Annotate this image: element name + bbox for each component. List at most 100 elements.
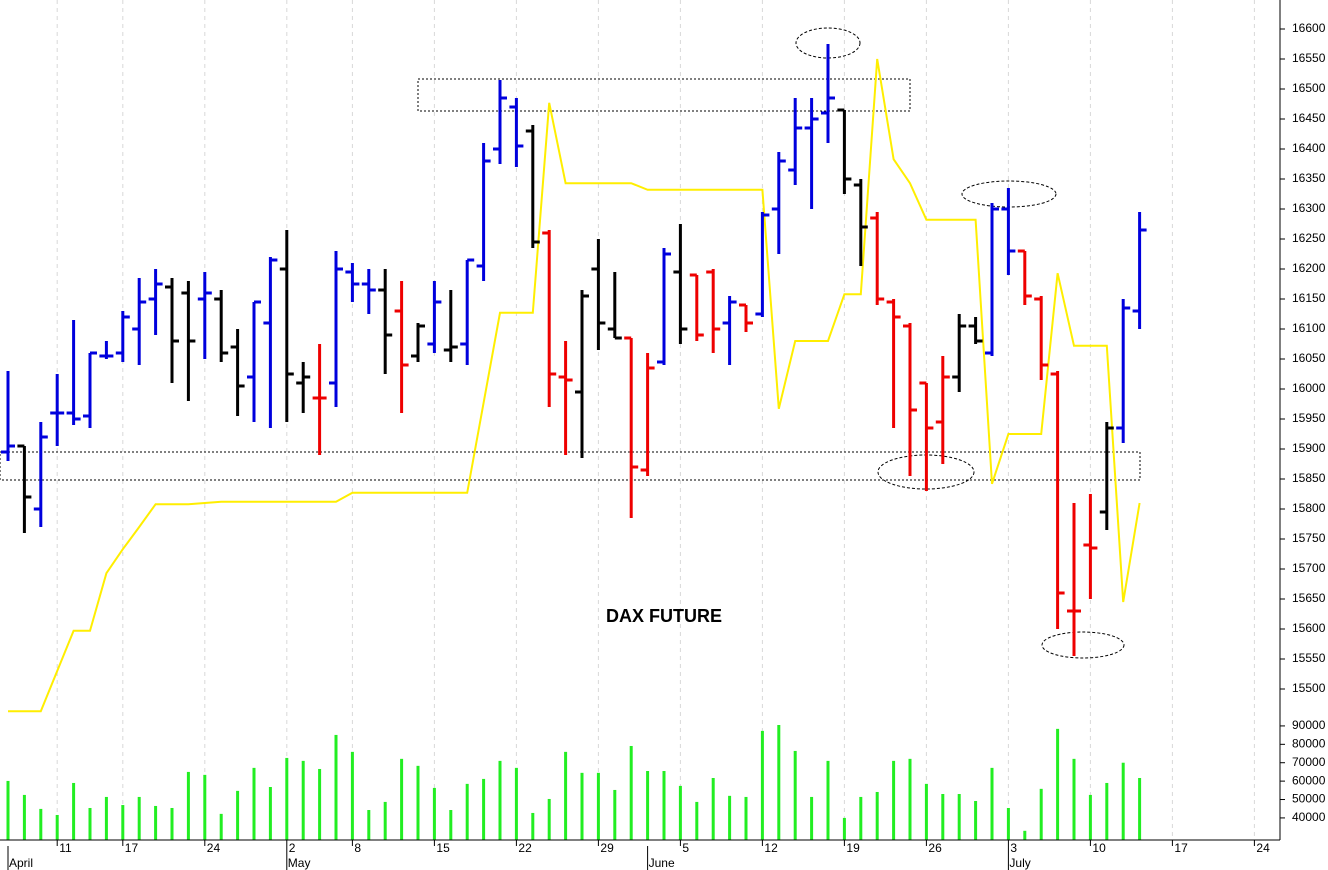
volume-bar: [547, 798, 551, 840]
volume-tick-label: 90000: [1292, 718, 1326, 732]
volume-bar: [6, 780, 10, 840]
y-tick-label: 16150: [1292, 291, 1326, 305]
y-tick-label: 16100: [1292, 321, 1326, 335]
x-tick-label: 8: [354, 841, 361, 855]
y-tick-label: 15850: [1292, 471, 1326, 485]
highlight-ellipse: [1041, 631, 1125, 659]
y-tick-label: 16000: [1292, 381, 1326, 395]
x-tick-label: 2: [289, 841, 296, 855]
volume-bar: [55, 814, 59, 840]
volume-bar: [777, 725, 781, 840]
volume-bar: [465, 783, 469, 840]
volume-bar: [416, 765, 420, 840]
y-tick-label: 16300: [1292, 201, 1326, 215]
volume-bar: [810, 796, 814, 840]
y-tick-label: 16050: [1292, 351, 1326, 365]
x-tick-label: 15: [436, 841, 450, 855]
volume-bar: [1056, 728, 1060, 840]
volume-bar: [629, 745, 633, 840]
volume-bar: [318, 768, 322, 840]
volume-bar: [400, 758, 404, 840]
volume-bar: [498, 760, 502, 840]
volume-bar: [72, 782, 76, 840]
chart-title: DAX FUTURE: [606, 606, 722, 626]
volume-tick-label: 80000: [1292, 736, 1326, 750]
x-tick-label: 11: [59, 841, 72, 855]
volume-bar: [236, 790, 240, 840]
volume-bar: [1023, 830, 1027, 840]
volume-bar: [252, 767, 256, 840]
volume-bar: [744, 796, 748, 840]
month-label: June: [649, 856, 675, 870]
resistance-box: [417, 78, 911, 112]
volume-bar: [826, 760, 830, 840]
support-box: [0, 451, 1141, 481]
volume-bar: [711, 777, 715, 840]
y-tick-label: 15750: [1292, 531, 1326, 545]
y-tick-label: 15700: [1292, 561, 1326, 575]
x-tick-label: 29: [600, 841, 614, 855]
volume-bar: [432, 787, 436, 840]
volume-bar: [908, 758, 912, 840]
y-tick-label: 15500: [1292, 681, 1326, 695]
volume-panel: [6, 725, 1142, 840]
volume-tick-label: 70000: [1292, 755, 1326, 769]
volume-bar: [104, 796, 108, 840]
volume-bar: [285, 757, 289, 840]
volume-bar: [1105, 782, 1109, 840]
volume-bar: [941, 794, 945, 840]
volume-bar: [793, 750, 797, 840]
volume-bar: [924, 783, 928, 840]
volume-bar: [695, 801, 699, 840]
axes: 1550015550156001565015700157501580015850…: [7, 21, 1326, 870]
volume-bar: [1006, 807, 1010, 840]
volume-bar: [186, 771, 190, 840]
volume-bar: [564, 751, 568, 840]
volume-bar: [268, 787, 272, 840]
x-tick-label: 24: [1256, 841, 1270, 855]
x-tick-label: 17: [125, 841, 139, 855]
volume-bar: [449, 810, 453, 840]
volume-bar: [482, 778, 486, 840]
volume-bar: [678, 785, 682, 840]
volume-bar: [580, 772, 584, 840]
month-label: May: [288, 856, 311, 870]
volume-bar: [514, 767, 518, 840]
x-tick-label: 19: [846, 841, 860, 855]
x-tick-label: 10: [1092, 841, 1106, 855]
volume-bar: [892, 760, 896, 840]
volume-bar: [957, 794, 961, 840]
y-tick-label: 16500: [1292, 81, 1326, 95]
volume-bar: [842, 817, 846, 840]
volume-bar: [1121, 762, 1125, 840]
price-panel: [1, 44, 1147, 713]
x-tick-label: 5: [682, 841, 689, 855]
volume-bar: [760, 730, 764, 840]
volume-bar: [1039, 788, 1043, 840]
highlight-ellipse: [795, 27, 861, 59]
y-tick-label: 16550: [1292, 51, 1326, 65]
volume-bar: [613, 789, 617, 840]
volume-bar: [301, 760, 305, 840]
volume-bar: [350, 751, 354, 840]
y-tick-label: 15900: [1292, 441, 1326, 455]
volume-bar: [859, 796, 863, 840]
y-tick-label: 16450: [1292, 111, 1326, 125]
x-tick-label: 3: [1010, 841, 1017, 855]
volume-bar: [22, 794, 26, 840]
volume-bar: [39, 808, 43, 840]
y-tick-label: 16200: [1292, 261, 1326, 275]
y-tick-label: 16350: [1292, 171, 1326, 185]
volume-tick-label: 40000: [1292, 810, 1326, 824]
x-tick-label: 22: [518, 841, 532, 855]
volume-bar: [203, 774, 207, 840]
y-tick-label: 16600: [1292, 21, 1326, 35]
volume-bar: [154, 805, 158, 840]
month-label: July: [1009, 856, 1030, 870]
volume-bar: [974, 800, 978, 840]
volume-bar: [170, 807, 174, 840]
volume-tick-label: 50000: [1292, 792, 1326, 806]
volume-bar: [1138, 777, 1142, 840]
